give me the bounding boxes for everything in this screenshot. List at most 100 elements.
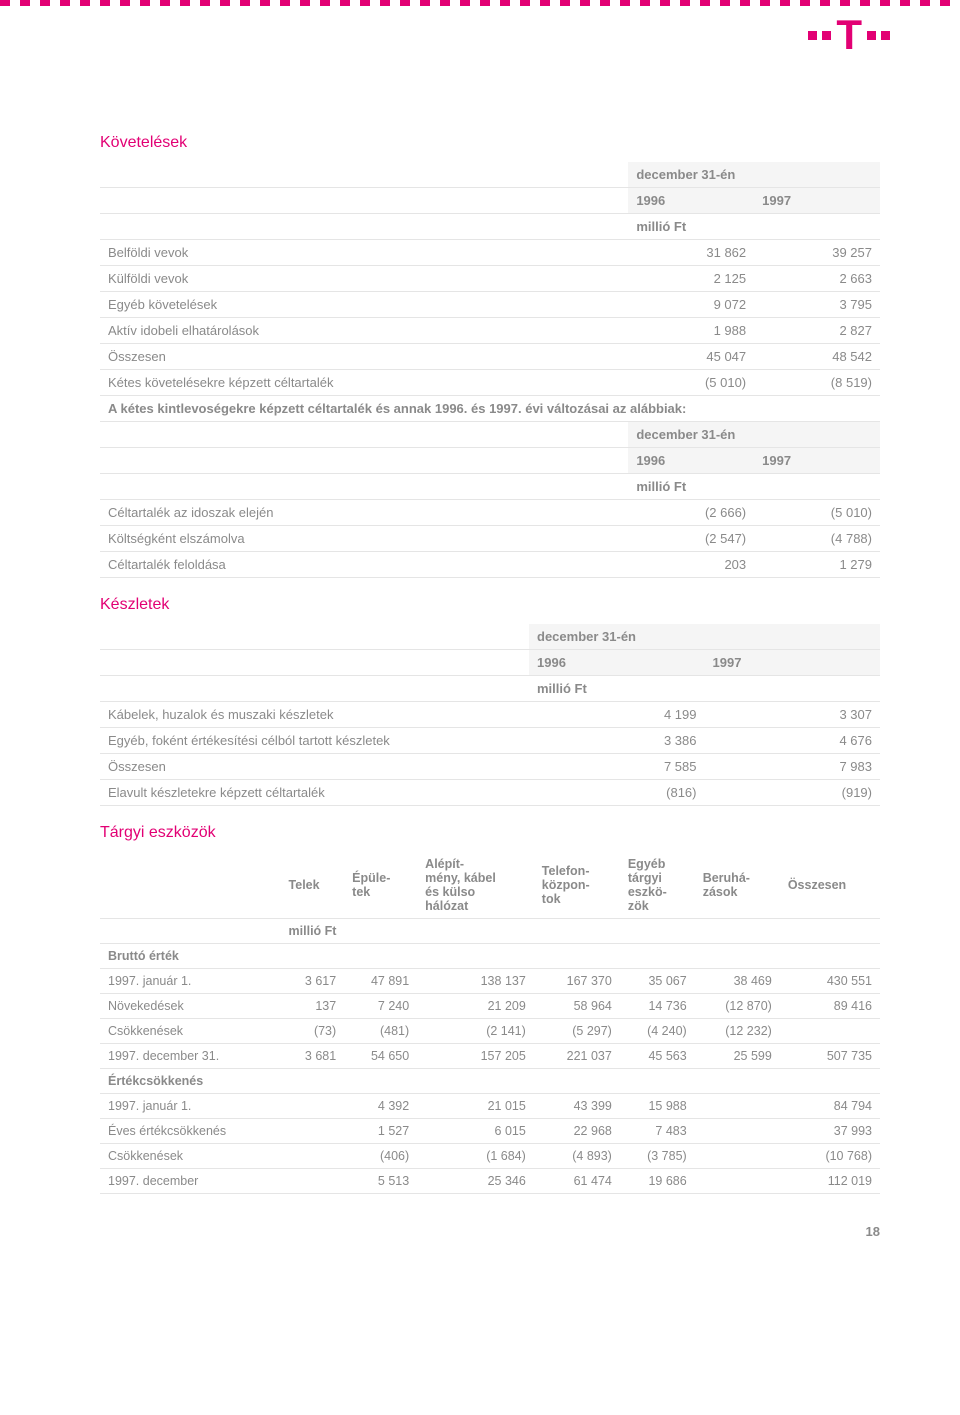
cell: 4 199 [529,702,705,728]
row-label: Kétes követelésekre képzett céltartalék [100,370,628,396]
cell: 14 736 [620,994,695,1019]
row-label: Elavult készletekre képzett céltartalék [100,780,529,806]
row-label: Csökkenések [100,1019,281,1044]
cell: (2 666) [628,500,754,526]
col-blank [100,852,281,919]
cell [281,1119,345,1144]
telekom-logo: T [808,14,890,56]
cell: (919) [705,780,881,806]
cell: (5 010) [754,500,880,526]
cell: (4 788) [754,526,880,552]
row-label: Belföldi vevok [100,240,628,266]
col-alepitmeny: Alépít- mény, kábel és külso hálózat [417,852,534,919]
row-label: Egyéb követelések [100,292,628,318]
row-label: 1997. december [100,1169,281,1194]
cell: (816) [529,780,705,806]
cell: (481) [344,1019,417,1044]
logo-square-icon [867,31,876,40]
year-1997: 1997 [754,188,880,214]
cell: 47 891 [344,969,417,994]
section-title-inventory: Készletek [100,596,880,614]
section-title-receivables: Követelések [100,134,880,152]
cell: 4 392 [344,1094,417,1119]
section-title-fixed-assets: Tárgyi eszközök [100,824,880,842]
cell: 25 346 [417,1169,534,1194]
cell [695,1094,780,1119]
group-brutto: Bruttó érték [100,944,880,969]
cell: 2 663 [754,266,880,292]
cell: 430 551 [780,969,880,994]
cell: 25 599 [695,1044,780,1069]
logo-square-icon [808,31,817,40]
cell: 6 015 [417,1119,534,1144]
cell [695,1144,780,1169]
cell: (2 141) [417,1019,534,1044]
cell: 1 279 [754,552,880,578]
logo-row: T [0,14,960,76]
cell: 43 399 [534,1094,620,1119]
cell: 7 585 [529,754,705,780]
cell: 3 617 [281,969,345,994]
cell: 112 019 [780,1169,880,1194]
cell: 37 993 [780,1119,880,1144]
cell: 35 067 [620,969,695,994]
cell: 7 983 [705,754,881,780]
row-label: Aktív idobeli elhatárolások [100,318,628,344]
unit-label: millió Ft [281,919,880,944]
page-number: 18 [100,1194,880,1239]
fixed-assets-table: Telek Épüle- tek Alépít- mény, kábel és … [100,852,880,1194]
cell: 39 257 [754,240,880,266]
cell: 203 [628,552,754,578]
year-1996: 1996 [529,650,705,676]
cell: 4 676 [705,728,881,754]
cell: 9 072 [628,292,754,318]
unit-label: millió Ft [529,676,880,702]
unit-label: millió Ft [628,214,880,240]
cell: (8 519) [754,370,880,396]
inventory-table: december 31-én 1996 1997 millió Ft Kábel… [100,624,880,806]
cell: (10 768) [780,1144,880,1169]
cell: 84 794 [780,1094,880,1119]
cell: 7 483 [620,1119,695,1144]
cell: 2 827 [754,318,880,344]
col-egyeb: Egyéb tárgyi eszkö- zök [620,852,695,919]
sub-period-header: december 31-én [628,422,880,448]
cell [695,1119,780,1144]
receivables-table: december 31-én 1996 1997 millió Ft Belfö… [100,162,880,578]
cell: 3 307 [705,702,881,728]
page-content: Követelések december 31-én 1996 1997 mil… [0,76,960,1269]
row-label: Céltartalék feloldása [100,552,628,578]
period-header: december 31-én [529,624,880,650]
cell [281,1094,345,1119]
logo-letter: T [836,14,862,56]
row-label: Külföldi vevok [100,266,628,292]
sub-year-1996: 1996 [628,448,754,474]
cell: (4 893) [534,1144,620,1169]
cell: (2 547) [628,526,754,552]
col-osszesen: Összesen [780,852,880,919]
cell: (5 297) [534,1019,620,1044]
cell: (1 684) [417,1144,534,1169]
cell: (406) [344,1144,417,1169]
cell: 54 650 [344,1044,417,1069]
cell: 2 125 [628,266,754,292]
logo-square-icon [881,31,890,40]
row-label: Összesen [100,344,628,370]
row-label: Költségként elszámolva [100,526,628,552]
cell: (73) [281,1019,345,1044]
cell: 45 047 [628,344,754,370]
row-label: 1997. december 31. [100,1044,281,1069]
cell: 31 862 [628,240,754,266]
cell: 21 015 [417,1094,534,1119]
row-label: Csökkenések [100,1144,281,1169]
row-label: Növekedések [100,994,281,1019]
cell: 45 563 [620,1044,695,1069]
row-label: Kábelek, huzalok és muszaki készletek [100,702,529,728]
cell: 22 968 [534,1119,620,1144]
year-1997: 1997 [705,650,881,676]
cell: 3 386 [529,728,705,754]
cell: 3 795 [754,292,880,318]
note-line: A kétes kintlevoségekre képzett céltarta… [100,396,880,422]
cell: 21 209 [417,994,534,1019]
cell: 3 681 [281,1044,345,1069]
